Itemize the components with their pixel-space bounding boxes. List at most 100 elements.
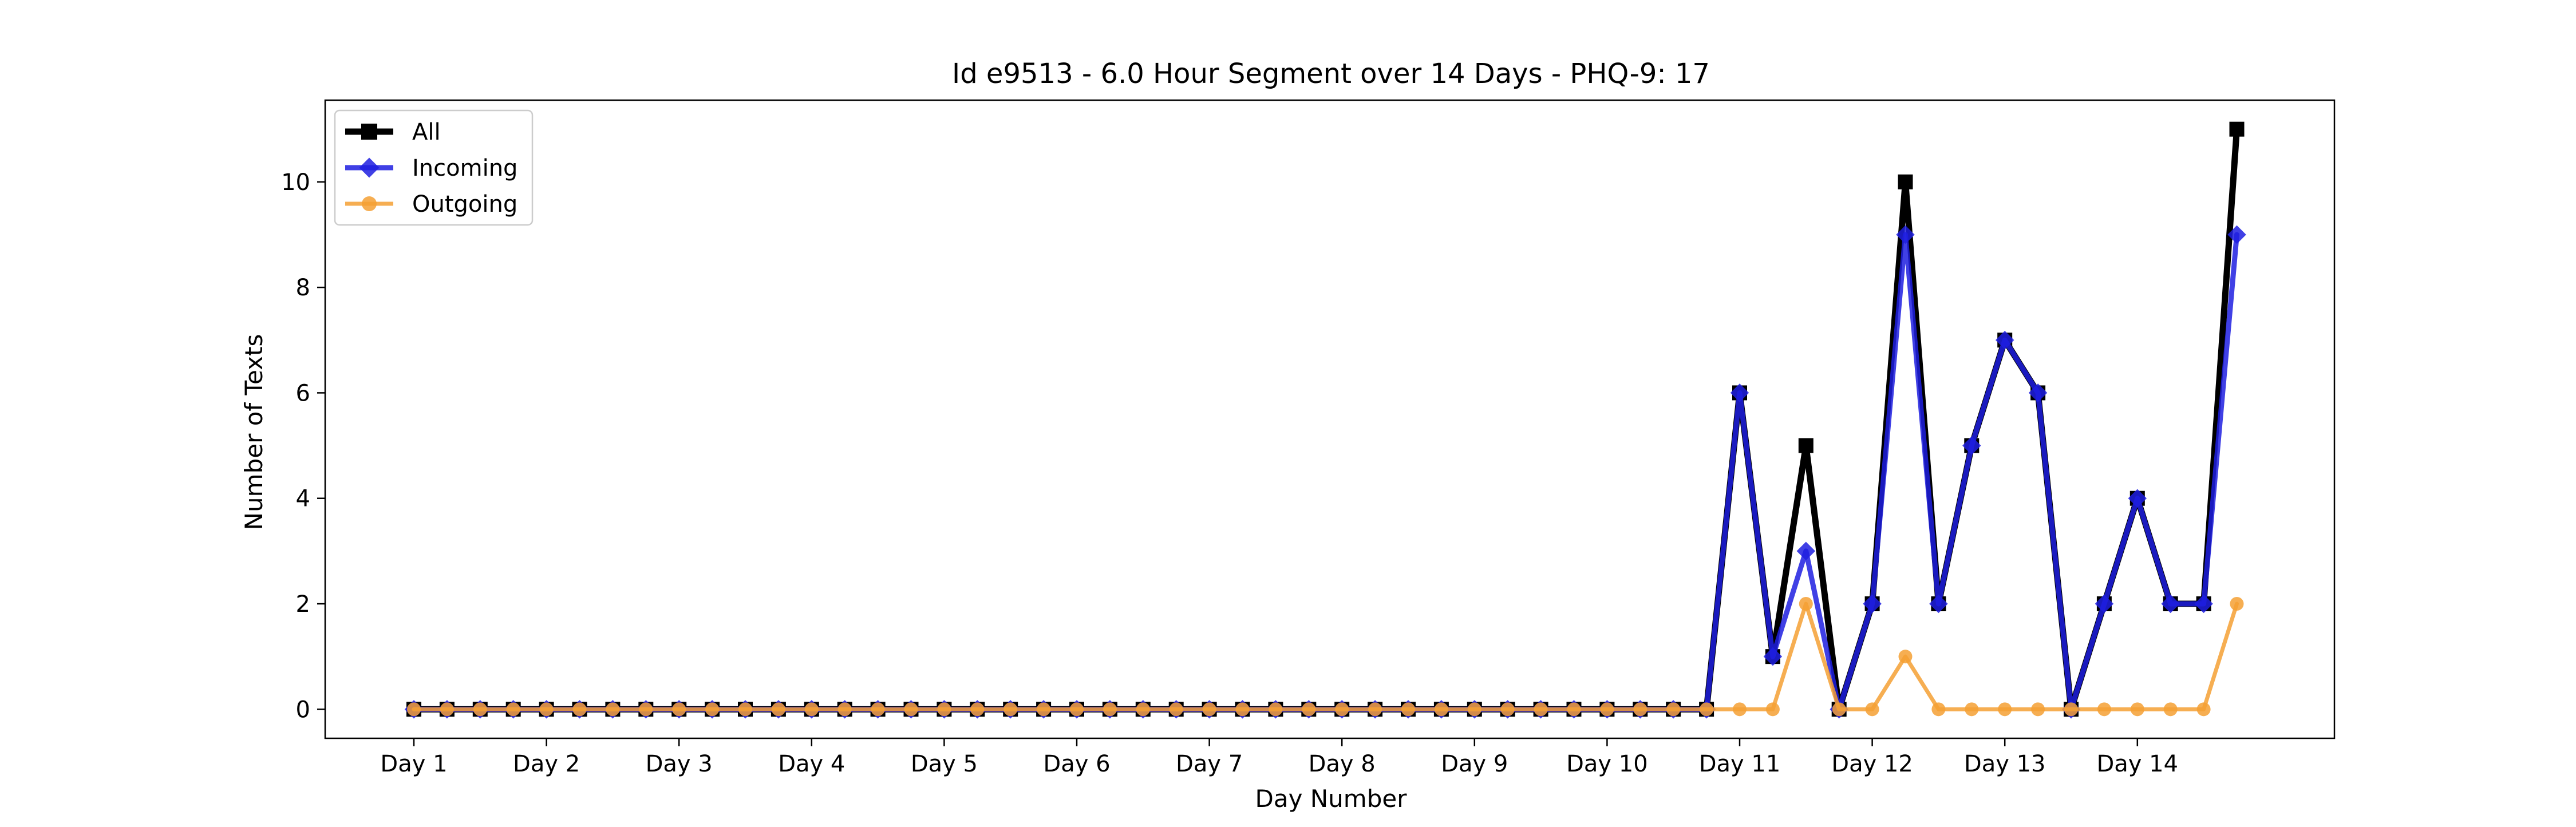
data-point-outgoing: [2130, 702, 2144, 717]
data-point-outgoing: [871, 702, 885, 717]
data-point-outgoing: [1931, 702, 1946, 717]
data-point-outgoing: [1898, 650, 1913, 664]
data-point-outgoing: [837, 702, 852, 717]
legend-label-outgoing: Outgoing: [412, 191, 517, 217]
data-point-incoming: [1896, 225, 1915, 244]
data-point-incoming: [2161, 594, 2180, 614]
x-tick-label: Day 7: [1176, 751, 1243, 777]
legend-marker-outgoing: [362, 196, 377, 211]
data-point-outgoing: [1070, 702, 1084, 717]
data-point-outgoing: [2064, 702, 2078, 717]
data-point-all: [1898, 174, 1913, 189]
data-point-incoming: [2194, 594, 2213, 614]
y-axis-label: Number of Texts: [240, 334, 268, 531]
data-point-incoming: [1763, 647, 1783, 666]
y-tick-label: 10: [281, 169, 310, 196]
data-point-outgoing: [2230, 597, 2244, 611]
data-point-outgoing: [771, 702, 785, 717]
data-point-incoming: [2095, 594, 2114, 614]
y-tick-label: 0: [296, 697, 310, 723]
data-point-outgoing: [1965, 702, 1979, 717]
data-point-incoming: [1995, 331, 2014, 350]
data-point-outgoing: [407, 702, 421, 717]
data-point-outgoing: [1733, 702, 1747, 717]
data-point-outgoing: [1269, 702, 1283, 717]
data-point-outgoing: [937, 702, 951, 717]
data-point-outgoing: [1534, 702, 1548, 717]
data-point-incoming: [1929, 594, 1948, 614]
plot-frame: [324, 99, 2336, 739]
y-tick-label: 6: [296, 380, 310, 406]
legend-label-incoming: Incoming: [412, 155, 517, 181]
x-tick-label: Day 14: [2096, 751, 2178, 777]
data-point-outgoing: [904, 702, 918, 717]
y-tick-label: 4: [296, 486, 310, 512]
legend-box: [334, 109, 534, 226]
data-point-outgoing: [1003, 702, 1018, 717]
data-point-incoming: [2028, 383, 2048, 402]
x-tick-label: Day 11: [1699, 751, 1781, 777]
data-point-all: [1798, 438, 1814, 453]
data-point-outgoing: [1832, 702, 1846, 717]
legend-label-all: All: [412, 119, 441, 145]
data-point-outgoing: [672, 702, 686, 717]
data-point-outgoing: [1765, 702, 1780, 717]
data-point-outgoing: [1434, 702, 1448, 717]
data-point-outgoing: [473, 702, 487, 717]
chart-title: Id e9513 - 6.0 Hour Segment over 14 Days…: [952, 58, 1710, 90]
data-point-outgoing: [2163, 702, 2178, 717]
data-point-incoming: [1730, 383, 1749, 402]
data-point-outgoing: [1633, 702, 1647, 717]
data-point-outgoing: [1169, 702, 1183, 717]
data-point-incoming: [2227, 225, 2246, 244]
x-tick-label: Day 3: [646, 751, 713, 777]
data-point-outgoing: [1335, 702, 1349, 717]
data-point-outgoing: [1235, 702, 1250, 717]
data-point-outgoing: [1666, 702, 1681, 717]
data-point-incoming: [1796, 541, 1816, 561]
data-point-outgoing: [1998, 702, 2012, 717]
data-point-outgoing: [2196, 702, 2211, 717]
data-point-outgoing: [440, 702, 454, 717]
data-point-incoming: [1962, 436, 1981, 455]
data-point-outgoing: [1567, 702, 1581, 717]
data-point-all: [2229, 121, 2245, 137]
x-tick-label: Day 9: [1441, 751, 1508, 777]
data-point-outgoing: [572, 702, 587, 717]
y-tick-label: 2: [296, 591, 310, 618]
data-point-outgoing: [804, 702, 819, 717]
legend-marker-incoming: [359, 157, 380, 178]
data-point-outgoing: [606, 702, 620, 717]
data-point-outgoing: [506, 702, 520, 717]
x-tick-label: Day 4: [778, 751, 845, 777]
x-tick-label: Day 8: [1309, 751, 1376, 777]
data-point-outgoing: [539, 702, 554, 717]
data-point-outgoing: [738, 702, 752, 717]
x-tick-label: Day 6: [1043, 751, 1110, 777]
y-tick-label: 8: [296, 275, 310, 301]
data-point-outgoing: [2097, 702, 2111, 717]
data-point-outgoing: [1037, 702, 1051, 717]
data-point-incoming: [1863, 594, 1882, 614]
x-axis-label: Day Number: [1255, 785, 1407, 813]
x-tick-label: Day 2: [513, 751, 580, 777]
x-tick-label: Day 13: [1964, 751, 2046, 777]
legend-marker-all: [361, 124, 377, 140]
data-point-outgoing: [1136, 702, 1150, 717]
data-point-outgoing: [2031, 702, 2045, 717]
data-point-outgoing: [1799, 597, 1813, 611]
data-point-outgoing: [639, 702, 653, 717]
data-point-incoming: [2128, 489, 2147, 508]
x-tick-label: Day 1: [380, 751, 447, 777]
data-point-outgoing: [1368, 702, 1382, 717]
x-tick-label: Day 12: [1831, 751, 1913, 777]
x-tick-label: Day 10: [1566, 751, 1648, 777]
data-point-outgoing: [1103, 702, 1117, 717]
x-tick-label: Day 5: [911, 751, 978, 777]
plot-area: Day 1 Day 2 Day 3 Day 4 Day 5 Day 6 Day 7 Day 8…: [281, 99, 2336, 777]
data-point-outgoing: [1202, 702, 1216, 717]
data-point-outgoing: [1600, 702, 1614, 717]
data-point-outgoing: [970, 702, 985, 717]
